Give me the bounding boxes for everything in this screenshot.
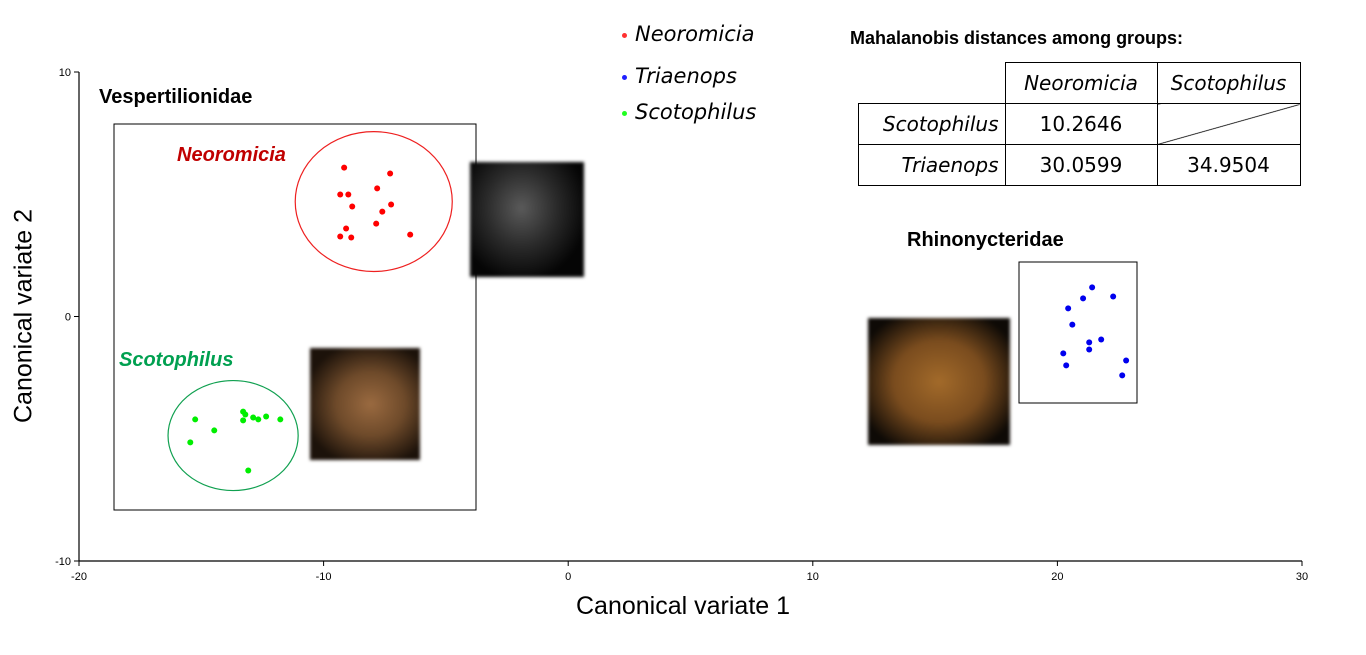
- neoromicia-point: [373, 220, 380, 227]
- neoromicia-point: [388, 201, 395, 208]
- vespertilionidae-box: [113, 123, 477, 511]
- rhinonycteridae-box: [1018, 261, 1138, 404]
- table-corner: [858, 62, 1006, 104]
- triaenops-point: [1110, 293, 1117, 300]
- neoromicia-confidence-ellipse: [294, 131, 453, 273]
- legend-marker: [622, 32, 627, 38]
- neoromicia-point: [349, 203, 356, 210]
- legend-label: Neoromicia: [635, 22, 755, 46]
- table-row: Triaenops 30.0599 34.9504: [858, 144, 1301, 186]
- neoromicia-point: [379, 208, 386, 215]
- y-tick-label: 10: [59, 67, 71, 79]
- triaenops-point: [1119, 372, 1126, 379]
- family-label-vespertilionidae: Vespertilionidae: [99, 86, 253, 108]
- scotophilus-point: [211, 427, 218, 434]
- table-cell: 30.0599: [1004, 144, 1158, 186]
- neoromicia-point: [345, 191, 352, 198]
- scotophilus-point: [263, 413, 270, 420]
- table-cell-empty-diagonal: [1156, 103, 1301, 145]
- x-tick-label: 20: [1051, 571, 1063, 583]
- triaenops-point: [1086, 346, 1093, 353]
- group-label-neoromicia: Neoromicia: [177, 144, 286, 166]
- scotophilus-point: [192, 416, 199, 423]
- x-tick-label: 10: [807, 571, 819, 583]
- neoromicia-point: [387, 170, 394, 177]
- table-row: Scotophilus 10.2646: [858, 103, 1301, 145]
- table-col-header: Scotophilus: [1156, 62, 1301, 104]
- triaenops-point: [1060, 350, 1067, 357]
- neoromicia-point: [348, 234, 355, 241]
- triaenops-point: [1065, 305, 1072, 312]
- triaenops-point: [1123, 357, 1130, 364]
- triaenops-point: [1080, 295, 1087, 302]
- table-cell: 10.2646: [1004, 103, 1158, 145]
- scotophilus-point: [277, 416, 284, 423]
- x-axis-title: Canonical variate 1: [576, 592, 791, 620]
- legend-label: Scotophilus: [635, 100, 757, 124]
- triaenops-point: [1098, 336, 1105, 343]
- y-axis-title: Canonical variate 2: [9, 208, 38, 424]
- y-tick-label: -10: [55, 556, 71, 568]
- table-header-row: Neoromicia Scotophilus: [858, 62, 1301, 104]
- table-cell: 34.9504: [1156, 144, 1301, 186]
- scotophilus-confidence-ellipse: [167, 379, 299, 492]
- scotophilus-point: [245, 467, 252, 474]
- table-row-header: Scotophilus: [858, 103, 1006, 145]
- x-tick-label: -20: [71, 571, 87, 583]
- scotophilus-bat-photo: [310, 348, 420, 460]
- legend: Neoromicia Triaenops Scotophilus: [622, 22, 756, 124]
- neoromicia-point: [374, 185, 381, 192]
- scotophilus-point: [187, 439, 194, 446]
- legend-marker: [622, 74, 627, 80]
- triaenops-point: [1069, 321, 1076, 328]
- neoromicia-point: [341, 164, 348, 171]
- x-tick-label: -10: [316, 571, 332, 583]
- legend-item-triaenops: Triaenops: [622, 64, 756, 100]
- table-col-header: Neoromicia: [1004, 62, 1158, 104]
- triaenops-point: [1086, 339, 1093, 346]
- table-title: Mahalanobis distances among groups:: [850, 28, 1184, 48]
- legend-label: Triaenops: [635, 64, 737, 88]
- y-tick-label: 0: [65, 312, 71, 324]
- neoromicia-point: [343, 225, 350, 232]
- legend-item-neoromicia: Neoromicia: [622, 22, 756, 64]
- scotophilus-point: [250, 414, 257, 421]
- neoromicia-point: [337, 233, 344, 240]
- neoromicia-bat-photo: [470, 162, 584, 277]
- scotophilus-point: [242, 411, 249, 418]
- neoromicia-point: [407, 231, 414, 238]
- neoromicia-point: [337, 191, 344, 198]
- x-tick-label: 30: [1296, 571, 1308, 583]
- triaenops-point: [1089, 284, 1096, 291]
- family-label-rhinonycteridae: Rhinonycteridae: [907, 229, 1064, 251]
- scotophilus-point: [255, 416, 262, 423]
- x-tick-label: 0: [565, 571, 571, 583]
- scotophilus-point: [240, 417, 247, 424]
- legend-item-scotophilus: Scotophilus: [622, 100, 756, 124]
- mahalanobis-table: Neoromicia Scotophilus Scotophilus 10.26…: [858, 62, 1301, 186]
- triaenops-bat-photo: [868, 318, 1010, 445]
- table-row-header: Triaenops: [858, 144, 1006, 186]
- legend-marker: [622, 110, 627, 116]
- group-label-scotophilus: Scotophilus: [119, 349, 234, 371]
- triaenops-point: [1063, 362, 1070, 369]
